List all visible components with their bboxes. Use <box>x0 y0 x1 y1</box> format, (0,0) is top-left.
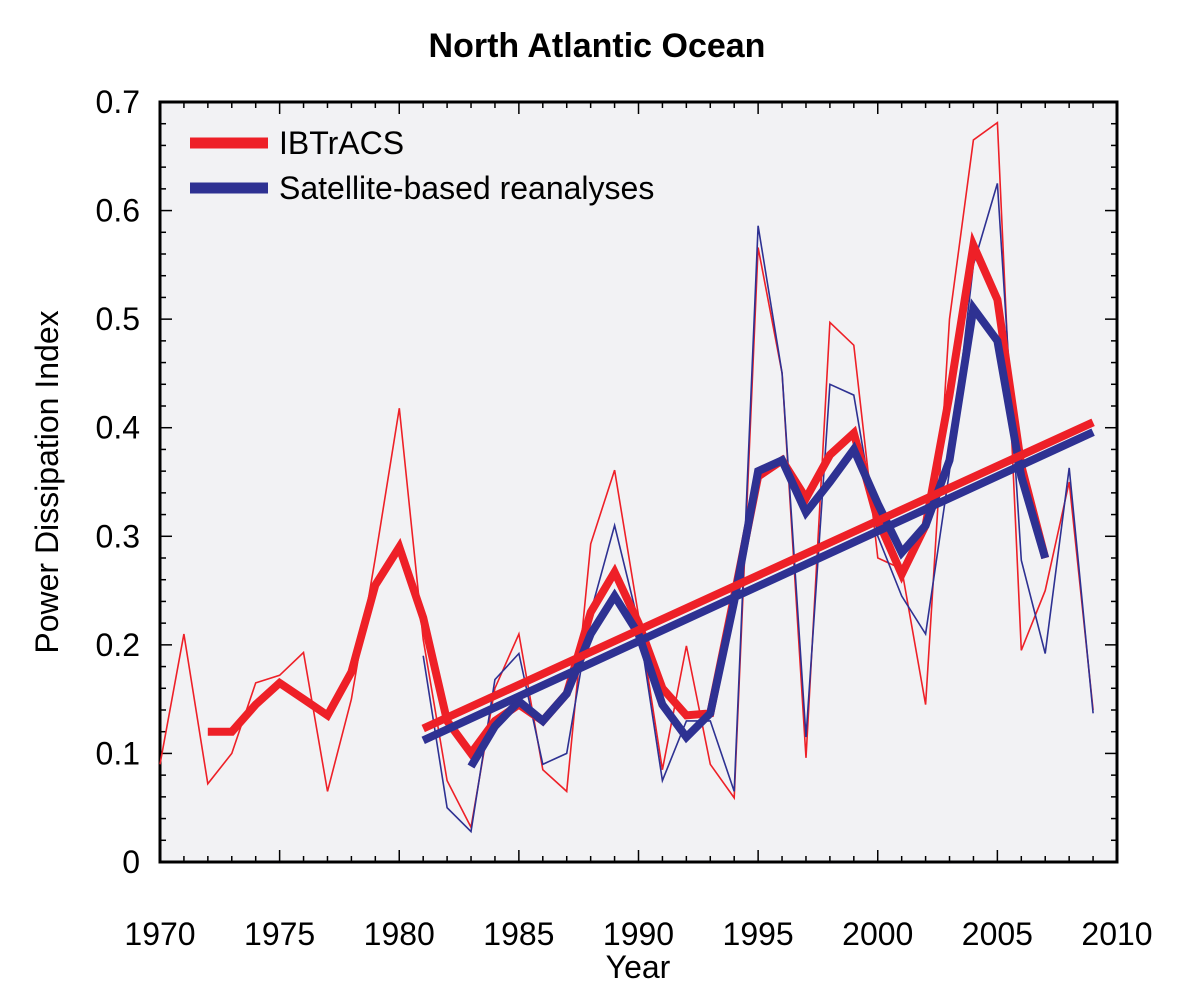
x-tick-label: 2000 <box>842 916 913 952</box>
plot-area <box>158 100 1119 864</box>
series-lines <box>159 121 1095 834</box>
y-tick-label: 0.2 <box>96 627 140 663</box>
y-tick-label: 0.1 <box>96 735 140 771</box>
x-tick-label: 1970 <box>124 916 195 952</box>
x-tick-label: 1985 <box>483 916 554 952</box>
series-line-satellite-based-reanalyses-trend <box>421 428 1095 745</box>
y-axis-label: Power Dissipation Index <box>29 310 65 653</box>
x-tick-labels: 1970 1975 1980 1985 1990 1995 2000 2005 2010 <box>124 916 1152 952</box>
y-tick-label: 0 <box>122 844 140 880</box>
x-tick-label: 1975 <box>244 916 315 952</box>
x-tick-label: 1995 <box>723 916 794 952</box>
y-tick-labels: 0 0.1 0.2 0.3 0.4 0.5 0.6 0.7 <box>96 84 140 880</box>
series-line-ibtracs-smoothed <box>207 231 1050 761</box>
y-tick-label: 0.4 <box>96 410 140 446</box>
legend-label-ibtracs: IBTrACS <box>279 125 404 161</box>
x-axis-label: Year <box>606 949 671 985</box>
legend: IBTrACS Satellite-based reanalyses <box>190 125 654 206</box>
y-tick-label: 0.7 <box>96 84 140 120</box>
tick-marks <box>159 101 1118 863</box>
x-tick-label: 2010 <box>1081 916 1152 952</box>
x-tick-label: 1980 <box>364 916 435 952</box>
series-line-satellite-based-reanalyses-smoothed <box>467 298 1050 769</box>
y-tick-label: 0.3 <box>96 518 140 554</box>
y-tick-label: 0.5 <box>96 301 140 337</box>
chart-title: North Atlantic Ocean <box>429 27 766 65</box>
series-line-ibtracs-thin <box>159 121 1094 830</box>
x-tick-label: 2005 <box>962 916 1033 952</box>
series-line-ibtracs-trend <box>421 418 1095 733</box>
y-tick-label: 0.6 <box>96 193 140 229</box>
legend-label-satellite: Satellite-based reanalyses <box>279 170 654 206</box>
series-line-satellite-based-reanalyses-thin <box>422 183 1094 834</box>
x-tick-label: 1990 <box>603 916 674 952</box>
